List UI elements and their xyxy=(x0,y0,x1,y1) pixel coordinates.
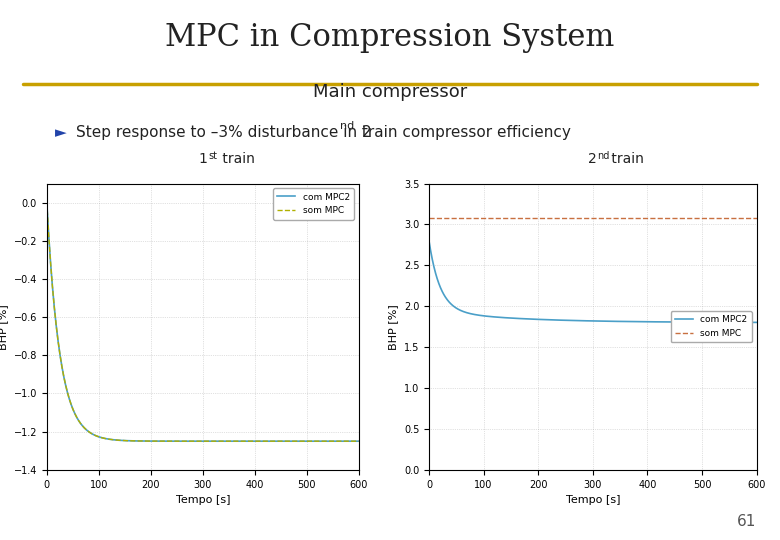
X-axis label: Tempo [s]: Tempo [s] xyxy=(176,495,230,505)
X-axis label: Tempo [s]: Tempo [s] xyxy=(566,495,620,505)
Text: train: train xyxy=(218,152,255,166)
Text: train: train xyxy=(607,152,644,166)
Text: ►: ► xyxy=(55,125,71,140)
Text: st: st xyxy=(208,151,218,161)
Text: nd: nd xyxy=(340,121,354,131)
Text: 2: 2 xyxy=(588,152,597,166)
Text: Step response to –3% disturbance in 2: Step response to –3% disturbance in 2 xyxy=(76,125,372,140)
Y-axis label: BHP [%]: BHP [%] xyxy=(388,304,399,349)
Text: 1: 1 xyxy=(198,152,207,166)
Text: train compressor efficiency: train compressor efficiency xyxy=(357,125,571,140)
Legend: com MPC2, som MPC: com MPC2, som MPC xyxy=(671,311,752,342)
Y-axis label: BHP [%]: BHP [%] xyxy=(0,304,8,349)
Text: Main compressor: Main compressor xyxy=(313,83,467,101)
Text: 61: 61 xyxy=(737,514,757,529)
Text: nd: nd xyxy=(597,151,610,161)
Legend: com MPC2, som MPC: com MPC2, som MPC xyxy=(273,188,354,220)
Text: MPC in Compression System: MPC in Compression System xyxy=(165,22,615,53)
